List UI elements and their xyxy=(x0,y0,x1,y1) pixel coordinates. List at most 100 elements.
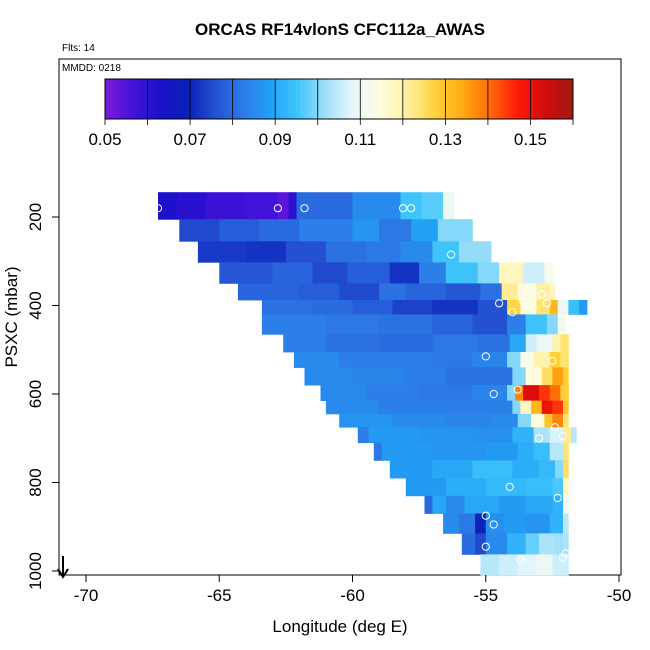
heatmap-cell xyxy=(533,442,551,461)
colorbar-swatch xyxy=(534,79,539,119)
heatmap-cell xyxy=(536,283,551,301)
heatmap-cell xyxy=(419,385,473,401)
heatmap-cell xyxy=(555,533,564,555)
heatmap-cell xyxy=(392,413,447,428)
colorbar-swatch xyxy=(424,79,430,119)
heatmap-cell xyxy=(368,427,420,444)
heatmap-cell xyxy=(437,219,473,242)
colorbar-tick-label: 0.13 xyxy=(429,130,462,149)
colorbar-swatch xyxy=(463,79,469,119)
colorbar-swatch xyxy=(159,79,164,119)
colorbar-swatch xyxy=(311,79,317,119)
colorbar-swatch xyxy=(393,79,398,119)
heatmap-cell xyxy=(472,352,508,368)
colorbar-swatch xyxy=(354,79,359,119)
heatmap-cell xyxy=(381,442,433,461)
colorbar-swatch xyxy=(389,79,395,119)
heatmap-cell xyxy=(445,495,465,514)
colorbar-swatch xyxy=(194,79,200,119)
colorbar-swatch xyxy=(307,79,313,119)
heatmap-cell xyxy=(320,385,367,401)
colorbar-swatch xyxy=(147,79,153,119)
colorbar-swatch xyxy=(257,79,262,119)
colorbar-swatch xyxy=(327,79,332,119)
colorbar-swatch xyxy=(339,79,344,119)
heatmap-cell xyxy=(549,427,564,444)
heatmap-cell xyxy=(533,427,551,444)
sample-point xyxy=(542,299,552,308)
heatmap-cell xyxy=(525,513,551,534)
x-axis-label: Longitude (deg E) xyxy=(272,617,407,636)
sample-point xyxy=(481,511,490,520)
colorbar-swatch xyxy=(420,79,426,119)
colorbar-swatch xyxy=(553,79,558,119)
colorbar-swatch xyxy=(276,79,281,119)
colorbar-swatch xyxy=(288,79,293,119)
heatmap-cell xyxy=(219,262,273,284)
arrow-icon xyxy=(57,556,69,579)
colorbar-swatch xyxy=(264,79,270,119)
sample-point xyxy=(519,297,528,306)
heatmap-cell xyxy=(339,413,393,428)
heatmap-cell xyxy=(507,300,521,315)
heatmap-cell xyxy=(283,334,327,353)
heatmap-cell xyxy=(563,367,569,386)
heatmap-cell xyxy=(533,352,551,368)
heatmap-cell xyxy=(379,400,433,415)
colorbar-swatch xyxy=(440,79,445,119)
heatmap-cell xyxy=(544,413,553,428)
y-tick-label: 400 xyxy=(26,291,45,319)
heatmap-cell xyxy=(312,300,353,315)
heatmap-cell xyxy=(517,442,535,461)
heatmap-cell xyxy=(400,241,433,263)
colorbar-swatch xyxy=(436,79,441,119)
colorbar-swatch xyxy=(280,79,285,119)
colorbar-swatch xyxy=(526,79,531,119)
colorbar-tick-label: 0.11 xyxy=(344,130,376,149)
sample-point xyxy=(481,352,490,361)
heatmap-cell xyxy=(563,442,569,461)
heatmap-cell xyxy=(563,533,569,555)
heatmap-cell xyxy=(339,352,385,368)
sample-point xyxy=(495,299,504,308)
heatmap-cell xyxy=(555,460,564,479)
heatmap-cell xyxy=(261,300,313,315)
colorbar-swatch xyxy=(186,79,192,119)
colorbar-swatch xyxy=(342,79,348,119)
heatmap-cell xyxy=(536,334,553,353)
colorbar-swatch xyxy=(358,79,363,119)
colorbar: 0.05 0.07 0.09 0.11 0.13 0.15 xyxy=(88,78,574,149)
heatmap-cell xyxy=(563,413,569,428)
colorbar-swatch xyxy=(498,79,504,119)
colorbar-swatch xyxy=(565,79,570,119)
colorbar-swatch xyxy=(417,79,422,119)
colorbar-swatch xyxy=(510,79,515,119)
heatmap-cell xyxy=(520,300,537,315)
heatmap-cell xyxy=(512,427,535,444)
heatmap-cell xyxy=(536,554,553,576)
heatmap-cell xyxy=(539,460,556,479)
heatmap-cell xyxy=(443,513,460,534)
colorbar-swatch xyxy=(557,79,562,119)
colorbar-swatch xyxy=(401,79,406,119)
heatmap-cell xyxy=(477,334,511,353)
colorbar-swatch xyxy=(495,79,500,119)
colorbar-swatch xyxy=(108,79,114,119)
colorbar-swatch xyxy=(155,79,161,119)
flights-label: Flts: 14 xyxy=(62,43,95,54)
heatmap-cell xyxy=(304,367,353,386)
sample-points xyxy=(153,204,584,565)
colorbar-swatch xyxy=(518,79,523,119)
colorbar-swatch xyxy=(331,79,336,119)
colorbar-swatch xyxy=(487,79,492,119)
heatmap-cell xyxy=(520,352,535,368)
colorbar-swatch xyxy=(218,79,223,119)
heatmap-cell xyxy=(499,262,524,284)
colorbar-swatch xyxy=(475,79,480,119)
heatmap-cell xyxy=(445,478,487,497)
heatmap-cell xyxy=(525,533,540,555)
heatmap-cell xyxy=(485,367,513,386)
colorbar-swatch xyxy=(253,79,258,119)
colorbar-swatch xyxy=(229,79,235,119)
heatmap-cell xyxy=(560,352,569,368)
